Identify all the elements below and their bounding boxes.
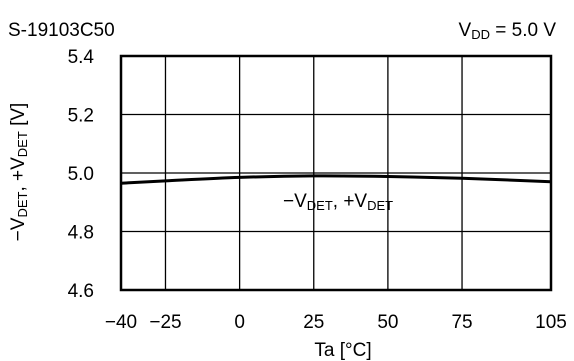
label-part: , +V [8,157,29,192]
x-tick-label: −40 [105,312,137,333]
plot-frame [119,54,553,292]
chart-title: S-19103C50 [8,20,115,41]
x-tick-label: 75 [451,312,472,333]
y-tick-labels: 4.6 4.8 5.0 5.2 5.4 [68,47,95,302]
label-subscript: DET [15,131,30,157]
y-tick-label: 5.2 [68,106,94,127]
condition-prefix: V [459,20,472,41]
label-part: [V] [8,103,29,132]
x-tick-label: 25 [303,312,324,333]
condition-label: VDD = 5.0 V [459,20,557,42]
label-part: −V [283,191,307,212]
label-subscript: DET [15,191,30,217]
y-tick-label: 5.4 [68,47,95,68]
x-tick-label: 50 [377,312,398,333]
x-tick-label: 0 [234,312,245,333]
series-line [120,174,552,185]
y-axis-label: −VDET, +VDET [V] [8,103,30,242]
x-axis-label: Ta [°C] [314,340,371,361]
x-tick-label: 105 [535,312,567,333]
y-tick-label: 5.0 [68,164,94,185]
condition-value: = 5.0 V [490,20,556,41]
label-subscript: DET [367,198,393,213]
label-part: −V [8,217,29,241]
series-layer [120,174,552,185]
y-tick-label: 4.8 [68,223,94,244]
series-label: −VDET, +VDET [283,191,393,213]
label-subscript: DET [307,198,333,213]
y-tick-label: 4.6 [68,281,94,302]
x-tick-label: −25 [149,312,181,333]
grid-lines [120,55,552,291]
label-part: , +V [333,191,368,212]
condition-subscript: DD [471,27,490,42]
x-tick-labels: −40 −25 0 25 50 75 105 [105,312,567,333]
